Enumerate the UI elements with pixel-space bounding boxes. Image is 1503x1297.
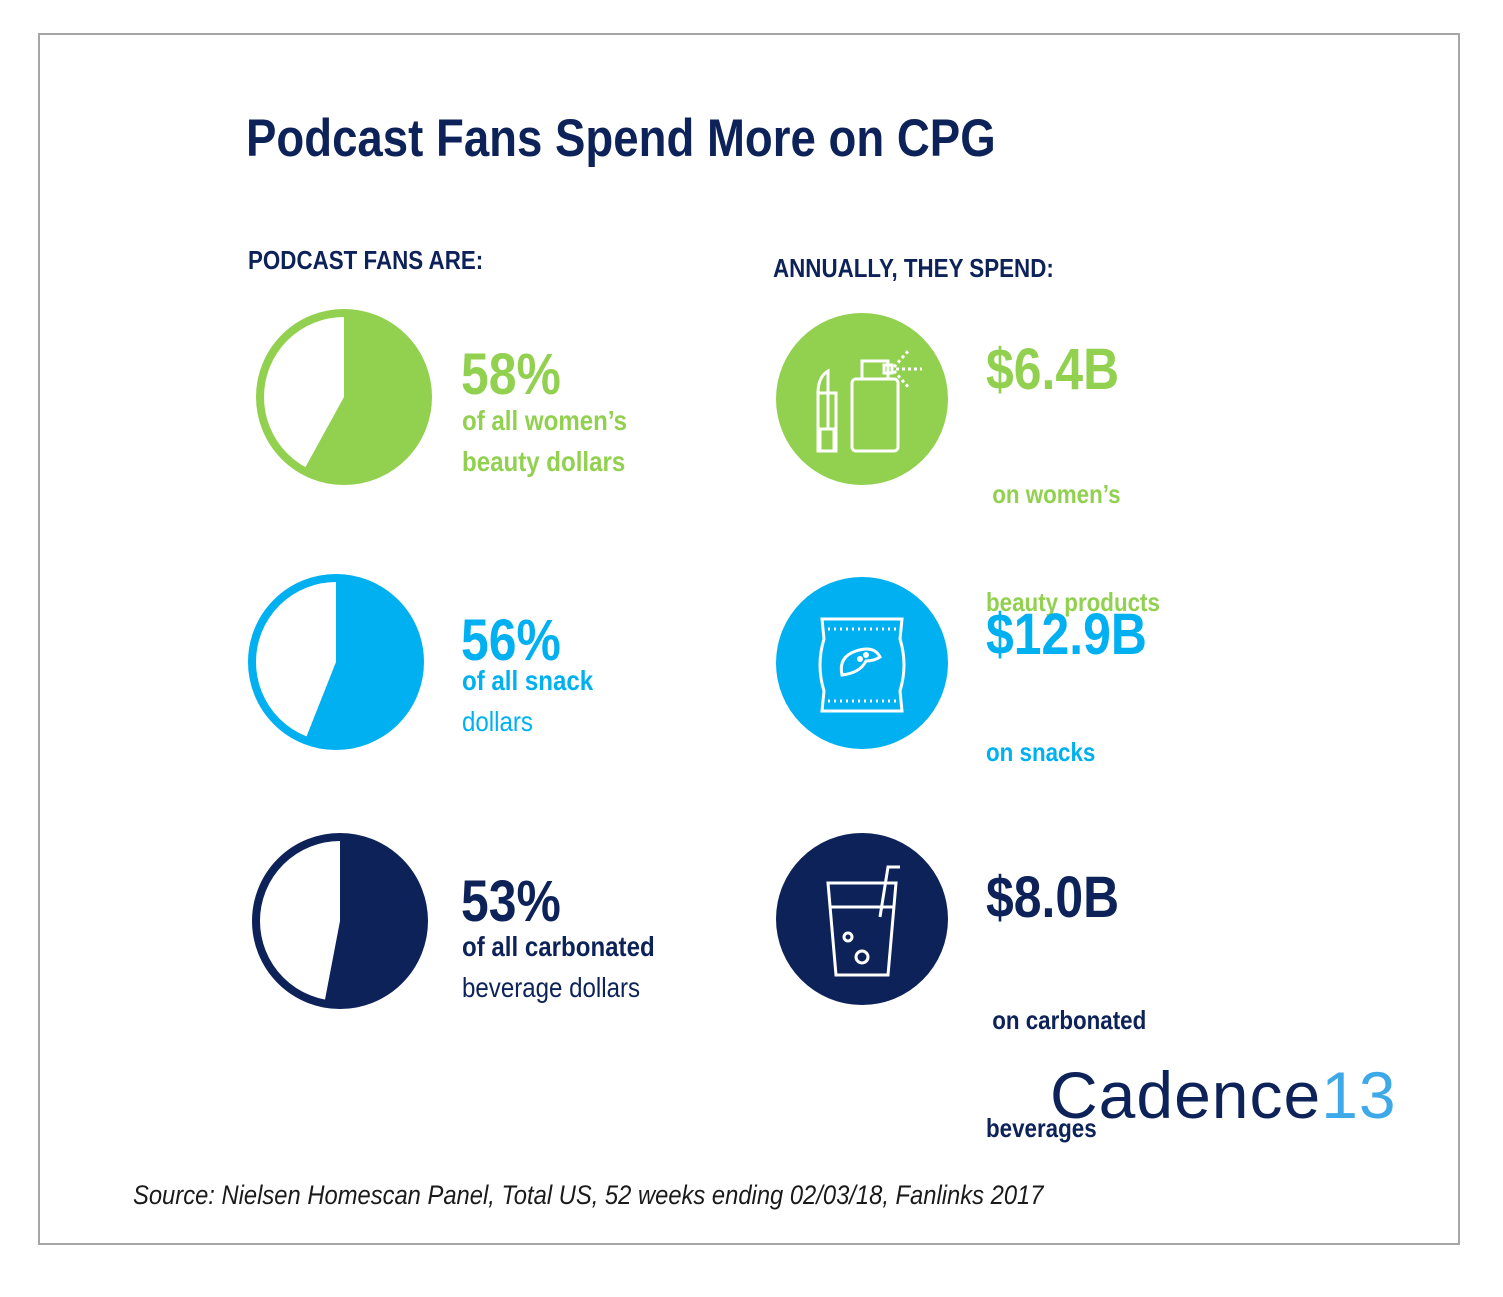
snack-bag-icon xyxy=(776,577,948,749)
percent-label-snack: 56% xyxy=(461,608,561,673)
spend-desc-beverage: on carbonated beverages xyxy=(986,1005,1147,1143)
pie-chart-beauty xyxy=(256,309,432,485)
beauty-products-icon xyxy=(776,313,948,485)
left-column-heading: PODCAST FANS ARE: xyxy=(248,245,484,275)
spend-desc-beauty: on women’s beauty products xyxy=(986,479,1160,617)
spend-amount-beauty: $6.4B xyxy=(986,337,1120,402)
percent-label-beauty: 58% xyxy=(461,342,561,407)
spend-desc-snack: on snacks xyxy=(986,737,1096,767)
cadence13-logo: Cadence13 xyxy=(1050,1062,1397,1128)
source-note: Source: Nielsen Homescan Panel, Total US… xyxy=(133,1180,1044,1210)
logo-number: 13 xyxy=(1321,1058,1397,1132)
logo-word: Cadence xyxy=(1050,1058,1322,1132)
pie-chart-snack xyxy=(248,574,424,750)
beverage-glass-icon xyxy=(776,833,948,1005)
spend-amount-beverage: $8.0B xyxy=(986,865,1120,930)
pie-slice-beverage xyxy=(324,837,425,1005)
pie-chart-beverage xyxy=(252,833,428,1009)
percent-label-beverage: 53% xyxy=(461,869,561,934)
spend-amount-snack: $12.9B xyxy=(986,602,1147,667)
pie-slice-beauty xyxy=(303,313,428,481)
pie-slice-snack xyxy=(305,578,421,746)
percent-desc-snack: of all snack dollars xyxy=(462,665,594,737)
page-title: Podcast Fans Spend More on CPG xyxy=(246,109,996,168)
percent-desc-beverage: of all carbonated beverage dollars xyxy=(462,931,655,1003)
right-column-heading: ANNUALLY, THEY SPEND: xyxy=(773,253,1054,283)
percent-desc-beauty: of all women’s beauty dollars xyxy=(462,405,628,477)
